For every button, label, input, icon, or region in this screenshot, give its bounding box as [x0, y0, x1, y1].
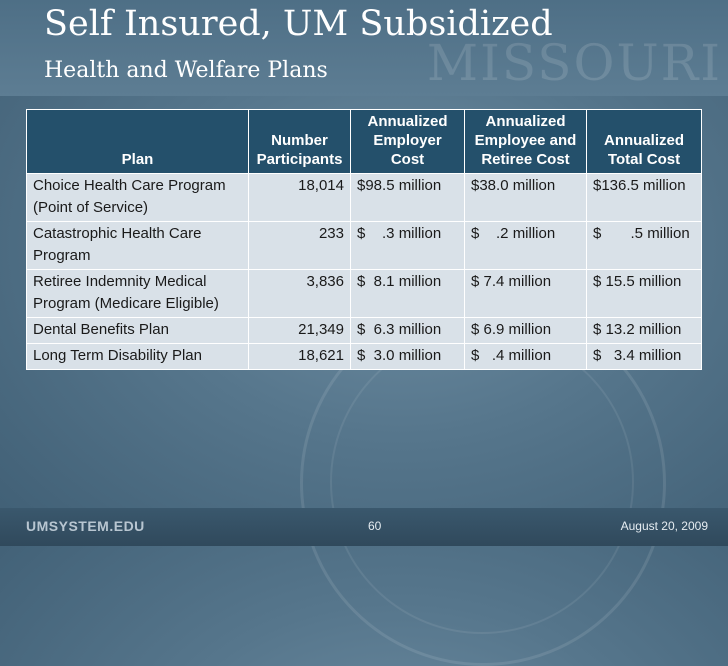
header-total-cost: Annualized Total Cost	[586, 109, 702, 174]
employee-cost: $ .2 million	[464, 221, 587, 270]
slide-title: Self Insured, UM Subsidized	[44, 4, 553, 44]
header-plan: Plan	[26, 109, 249, 174]
title-block: MISSOURI Self Insured, UM Subsidized Hea…	[0, 0, 728, 96]
plans-table: Plan Number Participants Annualized Empl…	[26, 109, 702, 370]
employer-cost: $ 8.1 million	[350, 269, 465, 318]
footer-bar: UMSYSTEM.EDU 60 August 20, 2009	[0, 508, 728, 546]
table-header-row: Plan Number Participants Annualized Empl…	[26, 109, 702, 174]
table-row: Choice Health Care Program (Point of Ser…	[26, 173, 702, 222]
employee-cost: $38.0 million	[464, 173, 587, 222]
employer-cost: $ .3 million	[350, 221, 465, 270]
table-row: Dental Benefits Plan 21,349 $ 6.3 millio…	[26, 317, 702, 344]
participants: 21,349	[248, 317, 351, 344]
plan-name: Choice Health Care Program (Point of Ser…	[26, 173, 249, 222]
header-participants: Number Participants	[248, 109, 351, 174]
footer-site: UMSYSTEM.EDU	[26, 518, 145, 534]
employee-cost: $ 7.4 million	[464, 269, 587, 318]
missouri-watermark: MISSOURI	[426, 34, 722, 92]
total-cost: $136.5 million	[586, 173, 702, 222]
plan-name: Retiree Indemnity Medical Program (Medic…	[26, 269, 249, 318]
total-cost: $ 13.2 million	[586, 317, 702, 344]
total-cost: $ 15.5 million	[586, 269, 702, 318]
page-number: 60	[368, 519, 382, 533]
plan-name: Catastrophic Health Care Program	[26, 221, 249, 270]
employer-cost: $98.5 million	[350, 173, 465, 222]
table-row: Catastrophic Health Care Program 233 $ .…	[26, 221, 702, 270]
participants: 3,836	[248, 269, 351, 318]
slide-subtitle: Health and Welfare Plans	[44, 58, 328, 83]
table-row: Retiree Indemnity Medical Program (Medic…	[26, 269, 702, 318]
participants: 18,014	[248, 173, 351, 222]
employee-cost: $ 6.9 million	[464, 317, 587, 344]
employer-cost: $ 6.3 million	[350, 317, 465, 344]
total-cost: $ 3.4 million	[586, 343, 702, 370]
header-employer-cost: Annualized Employer Cost	[350, 109, 465, 174]
participants: 18,621	[248, 343, 351, 370]
plan-name: Dental Benefits Plan	[26, 317, 249, 344]
header-employee-cost: Annualized Employee and Retiree Cost	[464, 109, 587, 174]
footer-date: August 20, 2009	[620, 519, 708, 533]
employer-cost: $ 3.0 million	[350, 343, 465, 370]
employee-cost: $ .4 million	[464, 343, 587, 370]
plan-name: Long Term Disability Plan	[26, 343, 249, 370]
participants: 233	[248, 221, 351, 270]
university-seal-inner-ring	[330, 330, 634, 634]
table-row: Long Term Disability Plan 18,621 $ 3.0 m…	[26, 343, 702, 370]
total-cost: $ .5 million	[586, 221, 702, 270]
